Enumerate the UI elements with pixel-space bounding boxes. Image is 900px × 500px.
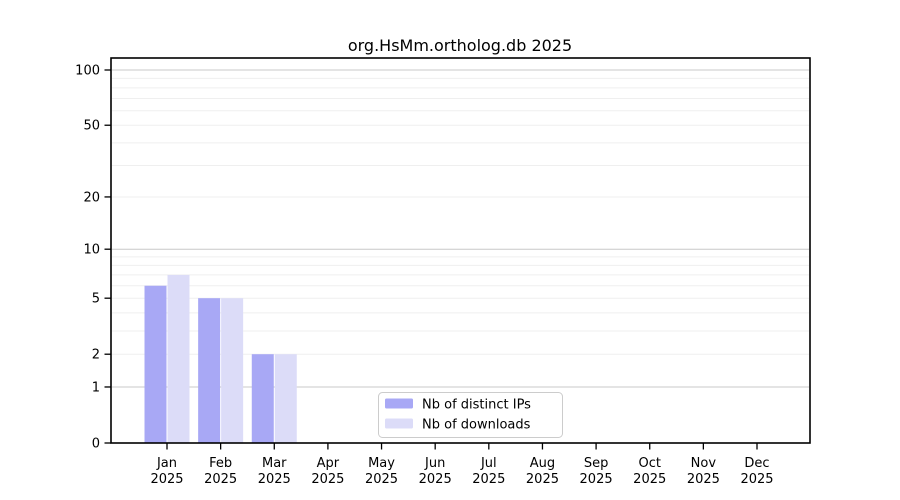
x-tick-label-month-jun: Jun: [424, 456, 445, 471]
x-tick-label-year-oct: 2025: [633, 472, 666, 487]
x-tick-label-year-mar: 2025: [258, 472, 291, 487]
legend-label-downloads: Nb of downloads: [422, 418, 531, 433]
gridlines: [112, 69, 809, 388]
x-tick-label-year-jan: 2025: [150, 472, 183, 487]
bars: [144, 274, 297, 443]
x-tick-label-month-sep: Sep: [584, 456, 609, 471]
x-tick-label-year-apr: 2025: [311, 472, 344, 487]
y-tick-label-2: 2: [92, 348, 100, 363]
y-tick-label-10: 10: [83, 243, 100, 258]
x-tick-label-year-dec: 2025: [740, 472, 773, 487]
legend: Nb of distinct IPs Nb of downloads: [378, 392, 563, 438]
x-tick-label-year-sep: 2025: [580, 472, 613, 487]
x-tick-label-year-may: 2025: [365, 472, 398, 487]
x-tick-label-month-jul: Jul: [480, 456, 497, 471]
axes: 0125102050100Jan2025Feb2025Mar2025Apr202…: [75, 57, 811, 487]
bar-distinct-ips-mar: [251, 354, 274, 443]
bar-distinct-ips-feb: [198, 298, 221, 443]
y-tick-label-20: 20: [83, 190, 100, 205]
x-tick-label-year-aug: 2025: [526, 472, 559, 487]
legend-swatch-distinct-ips: [385, 398, 413, 409]
x-tick-label-month-dec: Dec: [744, 456, 769, 471]
x-tick-label-month-nov: Nov: [691, 456, 717, 471]
legend-swatch-downloads: [385, 418, 413, 429]
y-tick-label-100: 100: [75, 64, 100, 79]
y-tick-label-50: 50: [83, 119, 100, 134]
plot-border: [110, 57, 811, 444]
chart-title: org.HsMm.ortholog.db 2025: [348, 36, 572, 55]
legend-box: [378, 392, 563, 438]
bar-downloads-feb: [221, 298, 244, 443]
x-tick-label-month-may: May: [368, 456, 395, 471]
x-tick-label-month-mar: Mar: [262, 456, 287, 471]
x-tick-label-year-nov: 2025: [687, 472, 720, 487]
legend-label-distinct-ips: Nb of distinct IPs: [422, 398, 531, 413]
x-tick-label-year-jul: 2025: [472, 472, 505, 487]
bar-downloads-mar: [274, 354, 297, 443]
bar-downloads-jan: [167, 274, 190, 443]
x-tick-label-year-jun: 2025: [419, 472, 452, 487]
y-tick-label-1: 1: [92, 380, 100, 395]
x-tick-label-month-oct: Oct: [638, 456, 660, 471]
x-tick-label-month-aug: Aug: [530, 456, 555, 471]
x-tick-label-month-jan: Jan: [156, 456, 177, 471]
x-tick-label-month-apr: Apr: [317, 456, 340, 471]
y-tick-label-0: 0: [92, 437, 100, 452]
bar-distinct-ips-jan: [144, 285, 167, 443]
x-tick-label-year-feb: 2025: [204, 472, 237, 487]
x-tick-label-month-feb: Feb: [209, 456, 232, 471]
y-tick-label-5: 5: [92, 292, 100, 307]
